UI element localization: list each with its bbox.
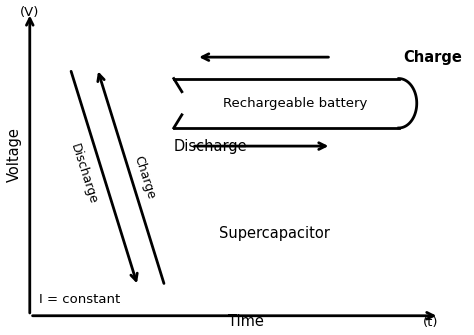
Text: I = constant: I = constant	[39, 293, 120, 306]
Text: Rechargeable battery: Rechargeable battery	[223, 97, 367, 110]
Text: (V): (V)	[20, 6, 39, 19]
Text: (t): (t)	[422, 316, 438, 329]
Text: Charge: Charge	[403, 50, 462, 65]
Text: Discharge: Discharge	[68, 142, 100, 206]
Text: Discharge: Discharge	[174, 139, 247, 153]
Text: Supercapacitor: Supercapacitor	[219, 226, 329, 241]
Text: Voltage: Voltage	[7, 127, 21, 182]
Text: Time: Time	[228, 314, 264, 329]
Text: Charge: Charge	[131, 154, 157, 201]
